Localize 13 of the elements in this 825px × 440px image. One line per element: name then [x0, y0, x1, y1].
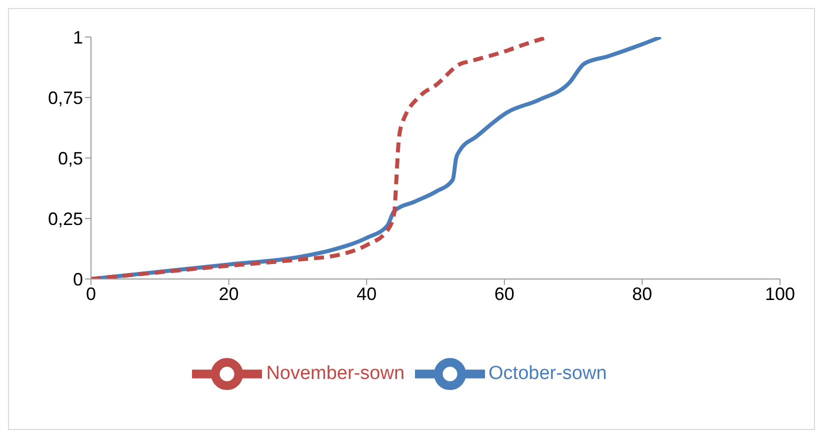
y-tick-label: 0,25 [48, 208, 83, 229]
y-tick-label: 0,5 [58, 148, 83, 168]
y-tick-label: 1 [72, 27, 83, 48]
x-tick-label: 60 [494, 284, 514, 304]
x-tick-label: 80 [632, 284, 652, 304]
legend-label: November-sown [266, 363, 405, 384]
x-tick-label: 40 [356, 284, 377, 304]
legend-label: October-sown [488, 363, 607, 384]
y-tick-label: 0,75 [48, 88, 83, 108]
x-tick-label: 100 [764, 284, 796, 304]
x-tick-label: 20 [218, 284, 239, 304]
x-tick-label: 0 [86, 284, 96, 304]
y-tick-label: 0 [72, 269, 83, 290]
